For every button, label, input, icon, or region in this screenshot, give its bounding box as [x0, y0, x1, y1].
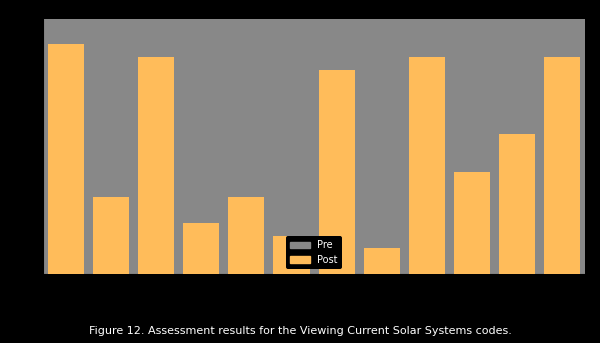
Bar — [364, 248, 400, 274]
Bar — [138, 57, 174, 274]
Bar — [364, 146, 400, 274]
Bar — [274, 159, 310, 274]
Bar — [499, 134, 535, 274]
Bar — [47, 45, 84, 274]
Bar — [93, 121, 129, 274]
Bar — [454, 172, 490, 274]
Bar — [228, 236, 265, 274]
Bar — [544, 57, 580, 274]
Bar — [138, 83, 174, 274]
Bar — [454, 210, 490, 274]
Bar — [93, 198, 129, 274]
Bar — [409, 95, 445, 274]
Bar — [183, 134, 219, 274]
Bar — [319, 95, 355, 274]
Bar — [319, 70, 355, 274]
Bar — [499, 185, 535, 274]
Legend: Pre, Post: Pre, Post — [286, 236, 342, 269]
Bar — [274, 236, 310, 274]
Bar — [183, 223, 219, 274]
Bar — [544, 95, 580, 274]
Bar — [228, 198, 265, 274]
Bar — [409, 57, 445, 274]
Bar — [47, 70, 84, 274]
Text: Figure 12. Assessment results for the Viewing Current Solar Systems codes.: Figure 12. Assessment results for the Vi… — [89, 326, 511, 336]
